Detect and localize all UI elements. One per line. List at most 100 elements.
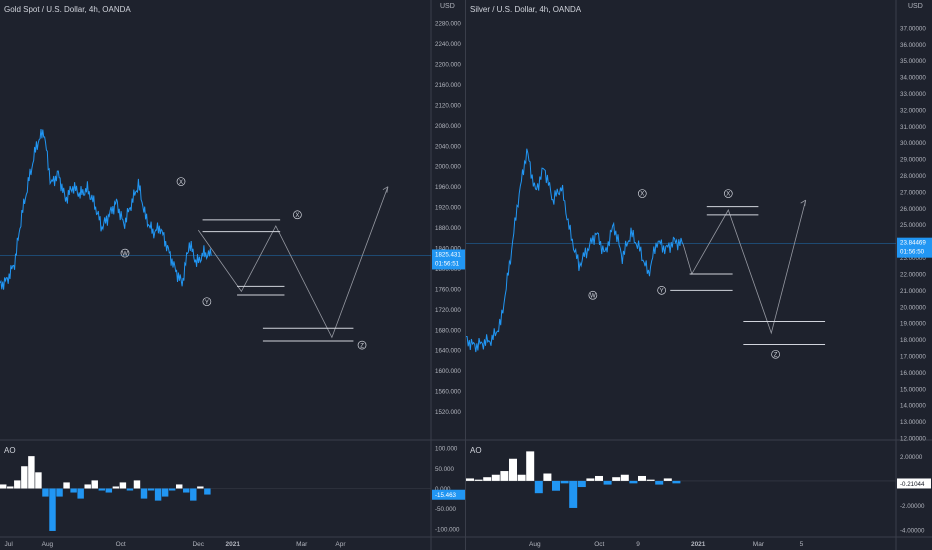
gold-y-tick-label: 2000.000 xyxy=(435,164,461,171)
gold-ao-tick-label: -100.000 xyxy=(435,526,460,533)
silver-price-line xyxy=(466,148,684,353)
gold-ao-bar xyxy=(105,488,113,493)
silver-y-tick-label: 12.00000 xyxy=(900,436,926,443)
silver-ao-bar xyxy=(543,473,552,481)
silver-y-tick-label: 37.00000 xyxy=(900,25,926,32)
gold-ao-bar xyxy=(175,484,183,489)
gold-wave-label-circle xyxy=(202,297,212,307)
gold-y-tick-label: 1640.000 xyxy=(435,348,461,355)
gold-ao-bar xyxy=(56,488,63,497)
silver-ao-bar xyxy=(491,474,500,481)
silver-y-tick-label: 35.00000 xyxy=(900,58,926,65)
gold-ao-bar xyxy=(21,466,28,489)
gold-ao-bar xyxy=(140,488,148,499)
silver-ao-bar xyxy=(569,480,578,508)
silver-x-tick-label: 5 xyxy=(800,541,804,548)
gold-y-tick-label: 1760.000 xyxy=(435,286,461,293)
gold-ao-tick-label: 100.000 xyxy=(435,446,458,453)
gold-y-tick-label: 1520.000 xyxy=(435,409,461,416)
gold-ao-bar xyxy=(49,488,56,531)
gold-x-tick-label: Mar xyxy=(296,541,308,548)
silver-ao-bar xyxy=(577,480,586,488)
gold-y-tick-label: 2240.000 xyxy=(435,41,461,48)
silver-wave-label: W xyxy=(590,293,596,299)
gold-y-tick-label: 1960.000 xyxy=(435,184,461,191)
silver-ao-value-badge xyxy=(897,478,931,489)
silver-ao-bar xyxy=(612,477,621,481)
silver-ao-bar xyxy=(603,480,612,485)
silver-projection-arrowhead xyxy=(800,199,807,207)
gold-ao-bar xyxy=(77,488,84,499)
silver-y-tick-label: 17.00000 xyxy=(900,353,926,360)
gold-ao-value-badge xyxy=(432,489,465,500)
silver-y-tick-label: 13.00000 xyxy=(900,419,926,426)
silver-y-tick-label: 15.00000 xyxy=(900,386,926,393)
silver-y-tick-label: 30.00000 xyxy=(900,140,926,147)
silver-last-price-badge xyxy=(897,237,932,258)
silver-ao-bar xyxy=(560,480,569,484)
silver-ao-bar xyxy=(655,480,664,485)
silver-ao-bar xyxy=(638,475,646,481)
gold-ao-bar xyxy=(197,486,204,489)
gold-projection-path xyxy=(197,186,389,339)
gold-wave-label-circle xyxy=(357,340,367,350)
gold-x-tick-label: 2021 xyxy=(226,541,241,548)
silver-chart-pane[interactable]: 37.00000 36.00000 35.00000 34.00000 33.00000… xyxy=(466,0,932,550)
gold-chart-pane[interactable]: 2280.000 2240.000 2200.000 2160.000 2120.000… xyxy=(0,0,465,550)
gold-x-tick-label: Oct xyxy=(116,541,126,548)
gold-y-tick-label: 1680.000 xyxy=(435,327,461,334)
gold-chart-svg[interactable]: 2280.000 2240.000 2200.000 2160.000 2120.000… xyxy=(0,0,465,550)
gold-ao-bar xyxy=(28,456,35,489)
gold-wave-label: W xyxy=(122,251,128,257)
silver-ao-tick-label: 2.00000 xyxy=(900,454,923,461)
gold-ao-bar xyxy=(35,472,42,489)
gold-x-tick-label: Dec xyxy=(192,541,204,548)
gold-wave-label: X xyxy=(179,180,183,186)
gold-y-tick-label: 1720.000 xyxy=(435,307,461,314)
silver-ao-bar xyxy=(620,474,629,481)
silver-wave-label: Z xyxy=(774,353,778,359)
gold-y-tick-label: 2120.000 xyxy=(435,102,461,109)
silver-x-tick-label: Oct xyxy=(594,541,604,548)
gold-ao-bar xyxy=(42,488,49,497)
silver-ao-label: AO xyxy=(470,446,482,455)
silver-y-tick-label: 20.00000 xyxy=(900,304,926,311)
silver-currency-label: USD xyxy=(908,3,923,10)
gold-wave-label: Z xyxy=(360,343,364,349)
gold-y-tick-label: 2280.000 xyxy=(435,21,461,28)
silver-ao-tick-label: -2.00000 xyxy=(900,503,925,510)
gold-ao-bar xyxy=(119,482,127,489)
silver-y-tick-label: 19.00000 xyxy=(900,321,926,328)
gold-ao-label: AO xyxy=(4,446,16,455)
silver-chart-svg[interactable]: 37.00000 36.00000 35.00000 34.00000 33.00000… xyxy=(466,0,932,550)
gold-ao-tick-label: -50.000 xyxy=(435,506,457,513)
gold-ao-bar xyxy=(147,488,155,491)
gold-currency-label: USD xyxy=(440,3,455,10)
gold-y-tick-label: 1840.000 xyxy=(435,246,461,253)
gold-ao-bar xyxy=(98,488,105,491)
gold-ao-last-value: -15.463 xyxy=(435,492,457,499)
gold-x-tick-label: Apr xyxy=(335,541,346,548)
silver-wave-label: X xyxy=(726,192,730,198)
silver-ao-bar xyxy=(500,471,509,481)
gold-y-tick-label: 2040.000 xyxy=(435,143,461,150)
silver-ao-bar xyxy=(526,451,535,481)
silver-x-tick-label: Mar xyxy=(753,541,765,548)
silver-last-price-value: 23.84469 xyxy=(900,240,926,247)
silver-chart-title: Silver / U.S. Dollar, 4h, OANDA xyxy=(470,5,582,14)
gold-ao-bar xyxy=(126,488,134,491)
silver-ao-bar xyxy=(629,480,638,484)
silver-wave-label-circle xyxy=(588,290,598,300)
gold-ao-bar xyxy=(0,484,7,489)
silver-ao-bar xyxy=(534,480,543,494)
gold-last-price-badge xyxy=(432,249,465,270)
gold-ao-tick-label: 50.000 xyxy=(435,466,454,473)
silver-wave-label: X xyxy=(640,192,644,198)
pane-divider[interactable] xyxy=(465,0,466,550)
gold-ao-bar xyxy=(154,488,162,501)
silver-y-tick-label: 25.00000 xyxy=(900,222,926,229)
silver-ao-bar xyxy=(595,475,603,481)
gold-wave-label: Y xyxy=(205,300,209,306)
silver-ao-bar xyxy=(586,478,595,481)
silver-ao-bar xyxy=(517,474,526,481)
